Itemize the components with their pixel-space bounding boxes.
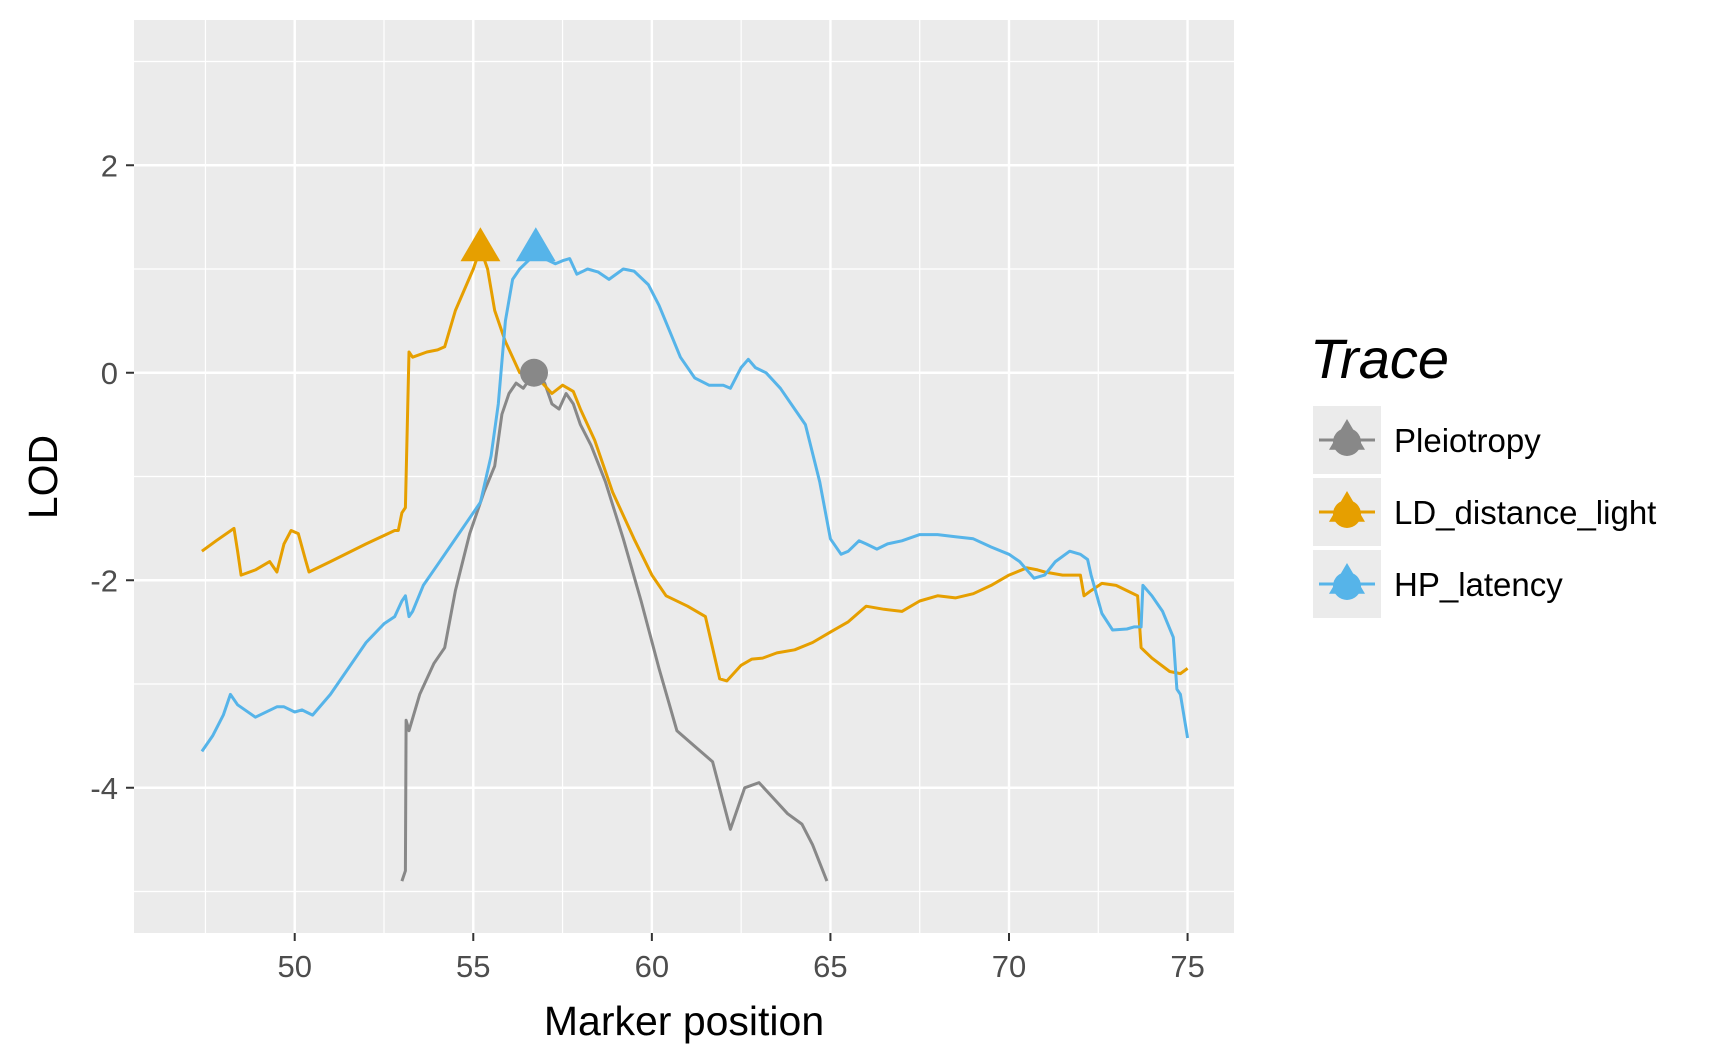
series-marker-1 [460, 227, 501, 262]
legend-label: LD_distance_light [1394, 494, 1656, 531]
series-marker-2 [515, 227, 556, 262]
x-axis-title: Marker position [544, 998, 824, 1044]
grid-minor [134, 20, 1234, 933]
legend-label: Pleiotropy [1394, 422, 1541, 459]
legend-key-circle [1333, 428, 1361, 456]
x-tick-label: 75 [1170, 949, 1204, 984]
series-markers [460, 227, 556, 387]
axis-ticks [126, 164, 1189, 941]
x-tick-label: 55 [456, 949, 490, 984]
y-tick-label: -4 [90, 771, 118, 806]
y-tick-label: -2 [90, 563, 118, 598]
legend-title: Trace [1310, 327, 1449, 390]
series-lines [200, 246, 1190, 882]
y-axis-title: LOD [20, 435, 66, 519]
legend-key-circle [1333, 500, 1361, 528]
series-line-2 [200, 257, 1190, 753]
series-line-1 [201, 246, 1189, 683]
x-tick-label: 70 [992, 949, 1026, 984]
y-tick-label: 0 [101, 356, 118, 391]
axis-tick-labels: 50 55 60 65 70 75 -4 -2 0 2 [90, 148, 1204, 984]
legend-label: HP_latency [1394, 566, 1563, 603]
legend-key-circle [1333, 572, 1361, 600]
y-tick-label: 2 [101, 148, 118, 183]
legend-entries: Pleiotropy LD_distance_light HP_latency [1313, 406, 1656, 618]
legend: Trace Pleiotropy LD_distance_light HP_late… [1310, 327, 1656, 618]
x-tick-label: 65 [813, 949, 847, 984]
series-line-0 [400, 371, 829, 882]
series-marker-0 [520, 358, 548, 387]
x-tick-label: 50 [277, 949, 311, 984]
x-tick-label: 60 [635, 949, 669, 984]
grid-major [134, 20, 1234, 933]
